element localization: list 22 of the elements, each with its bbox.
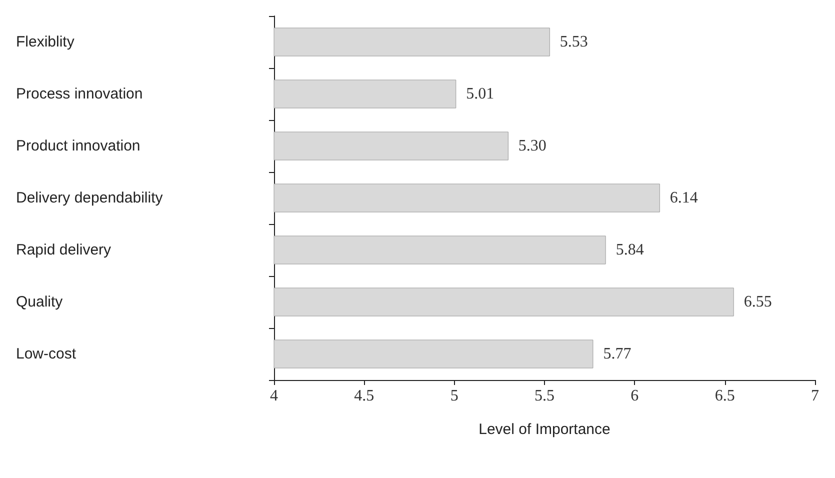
data-label: 6.55 (744, 294, 772, 310)
data-label: 5.53 (560, 34, 588, 50)
x-tick-label: 6.5 (714, 388, 735, 404)
data-label: 5.77 (603, 346, 632, 362)
y-tick-label: Product innovation (16, 138, 140, 154)
data-label: 5.30 (518, 138, 546, 154)
x-tick-label: 6 (630, 388, 639, 404)
y-tick-label: Quality (16, 294, 64, 310)
data-label: 5.84 (616, 242, 644, 258)
y-tick-label: Low-cost (16, 346, 77, 362)
y-tick-label: Delivery dependability (16, 190, 164, 206)
data-label: 5.01 (466, 86, 494, 102)
x-tick-label: 4.5 (354, 388, 374, 404)
y-tick-label: Flexiblity (16, 34, 75, 50)
y-tick-label: Process innovation (16, 86, 143, 102)
x-tick-label: 4 (270, 388, 278, 404)
x-tick-label: 5.5 (534, 388, 554, 404)
x-axis-title: Level of Importance (478, 421, 610, 438)
y-tick-label: Rapid delivery (16, 242, 112, 258)
x-tick-label: 7 (811, 388, 819, 404)
data-label: 6.14 (670, 190, 698, 206)
x-tick-label: 5 (450, 388, 458, 404)
